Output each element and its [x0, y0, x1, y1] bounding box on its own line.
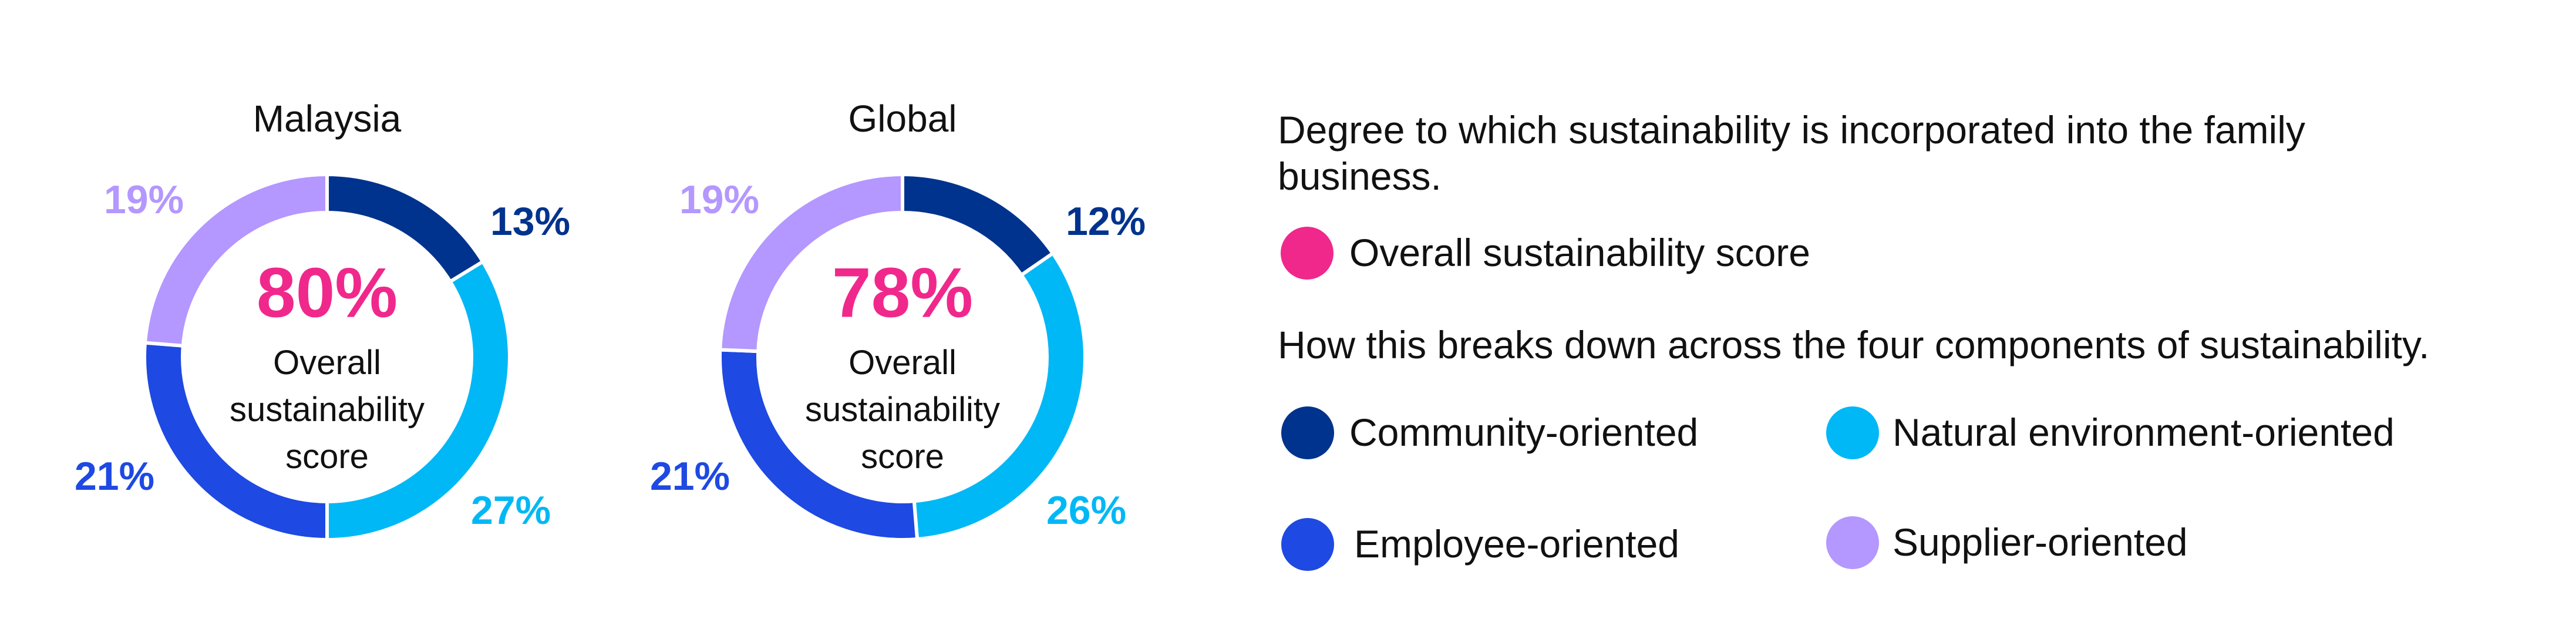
center-text-box: Overall sustainability score	[229, 344, 425, 476]
center-text: Overall sustainability score	[804, 344, 1001, 476]
breakdown-heading: How this breaks down across the four com…	[1278, 323, 2430, 366]
value-label: 26%	[1046, 488, 1126, 533]
legend-dot	[1281, 227, 1334, 280]
center-text-box: Overall sustainability score	[804, 344, 1001, 476]
legend-entry: Community-oriented	[1349, 411, 1699, 454]
value-label: 19%	[104, 177, 184, 222]
donut-segment	[912, 251, 1087, 542]
legend-dot	[1281, 406, 1334, 459]
value-label: 19%	[679, 177, 759, 222]
center-value: 78%	[832, 254, 973, 332]
legend-dot	[1281, 518, 1334, 571]
value-label: 12%	[1066, 199, 1146, 244]
value-label: 21%	[650, 454, 730, 499]
chart-title: Global	[848, 97, 957, 140]
legend-entry: Employee-oriented	[1354, 522, 1679, 566]
value-label: 13%	[490, 199, 570, 244]
value-label: 21%	[75, 454, 154, 499]
value-label: 27%	[471, 488, 551, 533]
legend-heading: Degree to which sustainability is incorp…	[1278, 108, 2305, 198]
center-value: 80%	[257, 254, 398, 332]
donut-segment	[325, 259, 511, 542]
donut-segment	[718, 172, 904, 354]
legend-dot	[1826, 516, 1879, 569]
center-text: Overall sustainability score	[229, 344, 425, 476]
chart-title: Malaysia	[253, 97, 402, 140]
donut-segment	[143, 172, 329, 348]
legend-dot	[1826, 406, 1879, 459]
legend-entry: Supplier-oriented	[1893, 520, 2188, 564]
legend-entry: Natural environment-oriented	[1893, 411, 2395, 454]
legend-entry: Overall sustainability score	[1349, 231, 1810, 274]
